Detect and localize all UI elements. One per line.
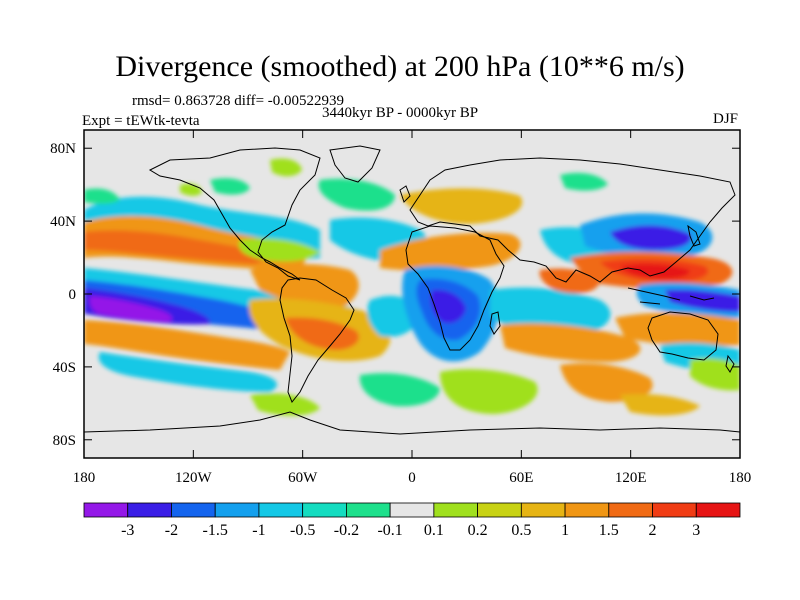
x-tick-label: 0 [408, 470, 416, 486]
x-tick-label: 120W [175, 470, 213, 486]
field-region [400, 188, 523, 224]
coastline-antarctica [84, 411, 740, 435]
x-tick-label: 180 [73, 470, 96, 486]
field-region [560, 172, 608, 191]
field-region [250, 393, 320, 416]
field-region [250, 264, 359, 309]
axes: 180 120W 60W 0 60E 120E 180 80N 40N 0 40S 80S [50, 130, 751, 486]
experiment-label: Expt = tEWtk-tevta [82, 113, 200, 129]
field-region [89, 296, 173, 322]
field-region [285, 317, 359, 350]
field-region [380, 232, 521, 271]
field-region [500, 323, 641, 362]
coastline-south-america [279, 277, 355, 403]
field-region [84, 188, 120, 204]
colorbar-swatch [302, 502, 347, 518]
period-label: 3440kyr BP - 0000kyr BP [322, 105, 479, 121]
coastline-new-zealand [725, 354, 735, 373]
colorbar-label: -0.1 [377, 522, 402, 539]
colorbar-label: 1 [561, 522, 569, 539]
coastline-japan [687, 224, 701, 247]
colorbar-swatch [83, 502, 129, 518]
colorbar-label: -1 [252, 522, 265, 539]
colorbar-swatch [608, 502, 653, 518]
field-region [539, 268, 600, 294]
colorbar-label: -0.2 [334, 522, 359, 539]
colorbar-swatch [564, 502, 610, 518]
field-region [359, 373, 440, 407]
stats-label: rmsd= 0.863728 diff= -0.00522939 [132, 93, 345, 109]
colorbar-swatch [127, 502, 172, 518]
y-tick-label: 40S [53, 360, 76, 376]
y-tick-label: 40N [50, 214, 76, 230]
coastline-uk [399, 185, 411, 203]
field-region [270, 158, 302, 177]
coastline-australia [647, 311, 719, 361]
colorbar-label: -3 [121, 522, 134, 539]
x-tick-label: 120E [615, 470, 647, 486]
colorbar-swatch [520, 502, 566, 518]
field-region [440, 369, 538, 414]
field-region [690, 358, 740, 391]
coastline-greenland [329, 145, 381, 183]
colorbar-swatch [258, 502, 304, 518]
colorbar-swatch [477, 502, 522, 518]
colorbar-label: -2 [165, 522, 178, 539]
colorbar-swatch [345, 502, 391, 518]
colorbar-label: 0.2 [468, 522, 488, 539]
field-region [84, 320, 290, 370]
coastlines [84, 145, 740, 435]
y-tick-label: 0 [69, 287, 77, 303]
x-tick-label: 180 [729, 470, 752, 486]
colorbar-swatch [695, 502, 741, 518]
colorbar-label: 3 [692, 522, 700, 539]
field-region [430, 289, 466, 324]
field-region [620, 263, 690, 279]
colorbar-swatch [433, 502, 479, 518]
colorbar-label: 0.1 [424, 522, 444, 539]
colorbar-swatch [652, 502, 697, 518]
coastline-africa [405, 225, 505, 351]
field-region [84, 230, 270, 264]
field-region [98, 352, 278, 392]
chart-title: Divergence (smoothed) at 200 hPa (10**6 … [115, 50, 685, 83]
field-region [560, 363, 653, 402]
colorbar-swatch [214, 502, 260, 518]
colorbar-label: -1.5 [203, 522, 228, 539]
field-region [84, 280, 280, 330]
field-region [665, 289, 740, 312]
colorbar-label: 1.5 [599, 522, 619, 539]
season-label: DJF [712, 111, 738, 127]
coastline-north-america [148, 147, 321, 281]
y-tick-label: 80S [53, 433, 76, 449]
field-region [210, 178, 250, 195]
coastline-indonesia [627, 287, 715, 305]
x-tick-label: 60E [509, 470, 533, 486]
colorbar: -3 -2 -1.5 -1 -0.5 -0.2 -0.1 0.1 0.2 0.5 1 1.5 2 3 [83, 502, 741, 539]
x-tick-label: 60W [288, 470, 318, 486]
colorbar-swatch [171, 502, 216, 518]
coastline-madagascar [489, 311, 501, 335]
colorbar-label: -0.5 [290, 522, 315, 539]
coastline-eurasia [409, 157, 736, 283]
field-region [318, 178, 395, 211]
y-tick-label: 80N [50, 141, 76, 157]
colorbar-swatch [389, 502, 435, 518]
colorbar-label: 0.5 [511, 522, 531, 539]
field-region [610, 225, 691, 250]
colorbar-label: 2 [649, 522, 657, 539]
field-region [620, 394, 700, 416]
